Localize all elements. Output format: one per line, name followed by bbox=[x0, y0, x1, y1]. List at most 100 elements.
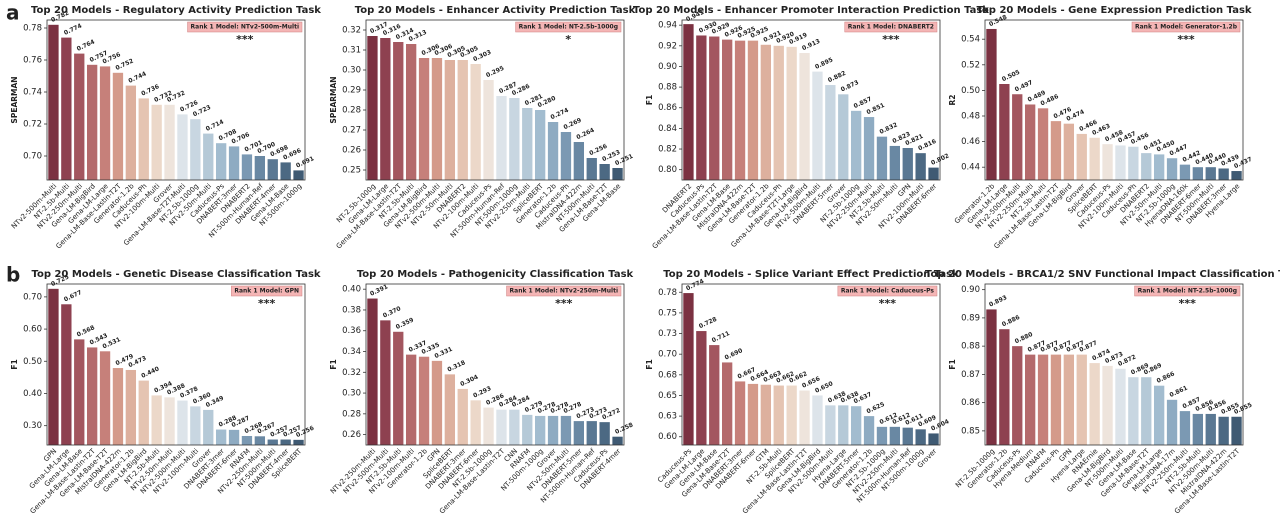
rank-box bbox=[231, 285, 303, 297]
bar bbox=[241, 154, 253, 180]
bar bbox=[177, 400, 188, 445]
bar bbox=[1231, 416, 1242, 445]
value-label: 0.274 bbox=[550, 107, 570, 121]
y-tick-label: 0.76 bbox=[23, 56, 42, 66]
bar bbox=[125, 369, 137, 445]
bar bbox=[509, 409, 520, 445]
y-tick-label: 0.28 bbox=[342, 409, 361, 419]
y-tick-label: 0.34 bbox=[342, 347, 361, 357]
bar bbox=[721, 39, 733, 181]
bar bbox=[586, 421, 597, 445]
bar bbox=[915, 429, 926, 445]
bar bbox=[560, 132, 572, 180]
y-tick-label: 0.88 bbox=[658, 83, 677, 93]
bar bbox=[928, 433, 939, 445]
plot-frame bbox=[365, 19, 625, 181]
value-label: 0.895 bbox=[814, 56, 834, 70]
bar bbox=[773, 45, 784, 180]
bar bbox=[367, 36, 378, 180]
bar bbox=[1050, 121, 1062, 180]
value-label: 0.677 bbox=[63, 289, 83, 303]
significance: *** bbox=[1179, 297, 1197, 310]
y-tick-label: 0.54 bbox=[961, 35, 980, 45]
value-label: 0.690 bbox=[724, 347, 744, 361]
bar bbox=[1115, 368, 1126, 445]
bar bbox=[573, 142, 585, 180]
bar bbox=[902, 427, 913, 445]
bar bbox=[151, 395, 162, 445]
bar bbox=[1192, 413, 1204, 445]
y-tick-label: 0.46 bbox=[961, 137, 980, 147]
bar bbox=[560, 415, 572, 445]
bar bbox=[125, 85, 137, 180]
bar bbox=[696, 331, 707, 445]
bar bbox=[928, 167, 939, 180]
bar bbox=[1231, 171, 1242, 180]
bar bbox=[915, 153, 926, 180]
bar bbox=[599, 422, 610, 445]
bar bbox=[534, 110, 546, 180]
y-axis-label: SPEARMAN bbox=[329, 76, 338, 123]
bar bbox=[721, 362, 733, 445]
bar bbox=[999, 329, 1010, 445]
bar bbox=[1089, 137, 1100, 180]
bar bbox=[734, 381, 746, 445]
rank-label: Rank 1 Model: NTv2-500m-Multi bbox=[191, 24, 299, 31]
value-label: 0.851 bbox=[866, 102, 886, 116]
plot-frame bbox=[46, 19, 306, 181]
panel-label: a bbox=[6, 1, 20, 25]
plot-frame bbox=[365, 283, 625, 446]
bar bbox=[254, 436, 266, 445]
y-tick-label: 0.87 bbox=[961, 370, 980, 380]
value-label: 0.264 bbox=[575, 127, 595, 141]
bar bbox=[612, 168, 623, 180]
value-label: 0.913 bbox=[801, 38, 821, 52]
y-tick-label: 0.30 bbox=[342, 389, 361, 399]
y-tick-label: 0.48 bbox=[961, 112, 980, 122]
bar bbox=[1141, 377, 1152, 445]
bar bbox=[418, 356, 430, 445]
bar bbox=[799, 390, 810, 445]
bar bbox=[138, 380, 149, 445]
y-axis-label: F1 bbox=[645, 95, 654, 105]
bar bbox=[496, 96, 507, 180]
bar bbox=[393, 42, 404, 180]
bar bbox=[812, 71, 823, 180]
y-tick-label: 0.68 bbox=[658, 370, 677, 380]
bar bbox=[112, 368, 124, 445]
bar bbox=[1024, 354, 1036, 445]
y-tick-label: 0.63 bbox=[658, 412, 677, 422]
bar bbox=[734, 40, 746, 181]
significance: *** bbox=[236, 33, 254, 46]
plot-frame bbox=[46, 283, 306, 446]
value-label: 0.391 bbox=[369, 283, 389, 297]
bar bbox=[1153, 154, 1165, 180]
bar bbox=[838, 94, 849, 180]
chart-title: Top 20 Models - Splice Variant Effect Pr… bbox=[663, 269, 959, 280]
bar bbox=[773, 385, 784, 445]
bar bbox=[138, 98, 149, 180]
value-label: 0.774 bbox=[685, 278, 705, 292]
bar bbox=[547, 122, 559, 180]
bar bbox=[457, 388, 468, 445]
bar bbox=[573, 421, 585, 445]
y-tick-label: 0.88 bbox=[961, 342, 980, 352]
rank-label: Rank 1 Model: Caduceus-Ps bbox=[841, 288, 935, 295]
value-label: 0.774 bbox=[63, 22, 83, 36]
y-axis-label: F1 bbox=[329, 359, 338, 369]
y-tick-label: 0.86 bbox=[658, 103, 677, 113]
bar bbox=[1076, 354, 1087, 445]
value-label: 0.861 bbox=[1169, 385, 1189, 399]
bar bbox=[850, 110, 862, 180]
bar bbox=[1115, 145, 1126, 180]
bar bbox=[48, 24, 59, 180]
bar bbox=[1050, 354, 1062, 445]
bar bbox=[747, 383, 759, 445]
bar bbox=[457, 60, 468, 180]
bar bbox=[599, 164, 610, 180]
y-tick-label: 0.72 bbox=[23, 120, 42, 130]
y-tick-label: 0.38 bbox=[342, 305, 361, 315]
bar bbox=[1218, 416, 1229, 445]
rank-box bbox=[1131, 21, 1241, 33]
